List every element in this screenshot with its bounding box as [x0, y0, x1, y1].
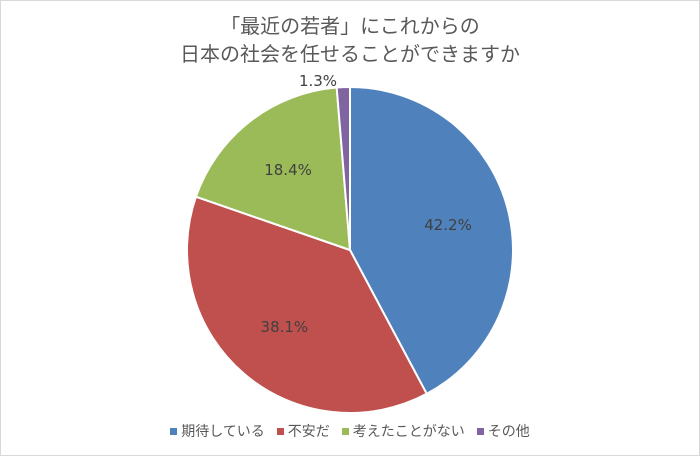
legend-item-never-thought: 考えたことがない [341, 421, 465, 441]
legend-label: 不安だ [287, 424, 330, 440]
slice-label-worried: 38.1% [260, 317, 309, 336]
chart-legend: 期待している 不安だ 考えたことがない その他 [0, 421, 700, 441]
legend-item-expecting: 期待している [170, 421, 265, 441]
legend-swatch-icon [476, 427, 484, 435]
chart-title-line-2: 日本の社会を任せることができますか [180, 42, 520, 66]
legend-swatch-icon [170, 427, 178, 435]
slice-worried [186, 195, 429, 414]
legend-swatch-icon [276, 427, 284, 435]
chart-title-line-1: 「最近の若者」にこれからの [220, 14, 480, 38]
slice-label-expecting: 42.2% [424, 216, 472, 235]
legend-swatch-icon [341, 427, 349, 435]
legend-label: 期待している [181, 424, 265, 440]
legend-item-worried: 不安だ [276, 421, 330, 441]
slice-label-never-thought: 18.4% [264, 161, 312, 180]
slice-never-thought [194, 86, 352, 252]
legend-label: その他 [487, 424, 530, 440]
legend-label: 考えたことがない [352, 424, 465, 440]
legend-item-other: その他 [476, 421, 530, 441]
slice-label-other: 1.3% [298, 72, 338, 90]
slice-expecting [349, 85, 514, 396]
slice-other [335, 85, 351, 251]
